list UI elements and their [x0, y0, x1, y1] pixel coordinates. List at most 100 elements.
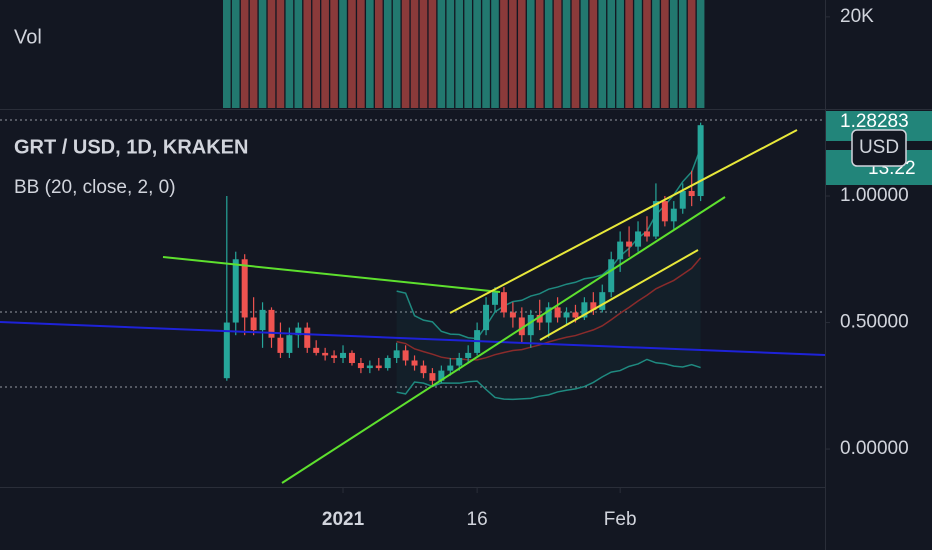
- x-tick-label: 16: [467, 509, 488, 530]
- candle-body: [652, 201, 659, 237]
- x-tick-label: Feb: [604, 509, 637, 530]
- volume-bar: [223, 0, 231, 108]
- bb-fill: [396, 147, 701, 400]
- trend-line: [162, 256, 501, 293]
- candle-body: [277, 337, 284, 353]
- candle-body: [500, 292, 507, 313]
- price-pane: [0, 122, 825, 484]
- candle-body: [348, 352, 355, 364]
- candle-body: [590, 302, 597, 310]
- candle-body: [438, 370, 445, 381]
- volume-bar: [276, 0, 285, 108]
- candle-body: [536, 314, 543, 323]
- volume-bar: [374, 0, 383, 108]
- candle-body: [492, 292, 498, 305]
- y-tick-label: 0.50000: [840, 312, 909, 333]
- volume-bar: [410, 0, 419, 108]
- candle-body: [447, 365, 454, 371]
- candle-body: [483, 304, 490, 331]
- volume-bar: [303, 0, 312, 108]
- volume-bar: [339, 0, 347, 108]
- candle-body: [545, 307, 552, 323]
- candle-body: [688, 190, 695, 197]
- volume-bar: [678, 0, 687, 108]
- volume-bar: [231, 0, 240, 108]
- candle-body: [295, 327, 302, 336]
- volume-pane: [223, 0, 705, 108]
- y-tick-label: 0.00000: [840, 438, 909, 459]
- volume-bar: [392, 0, 401, 108]
- volume-bar: [482, 0, 490, 108]
- candle-body: [661, 201, 668, 222]
- candle-body: [331, 355, 338, 358]
- trend-line: [281, 196, 726, 484]
- currency-label[interactable]: USD: [859, 137, 899, 158]
- trend-line: [539, 249, 699, 341]
- candles: [223, 122, 704, 386]
- candle-body: [670, 208, 677, 222]
- volume-bar: [518, 0, 526, 108]
- volume-bar: [330, 0, 338, 108]
- bb-lower: [396, 358, 701, 401]
- volume-bar: [500, 0, 508, 108]
- currency-button[interactable]: [851, 129, 907, 167]
- candle-body: [563, 312, 570, 318]
- candle-body: [384, 357, 391, 369]
- candle-body: [643, 231, 650, 237]
- candle-body: [617, 241, 624, 260]
- symbol-title: GRT / USD, 1D, KRAKEN: [14, 136, 248, 158]
- volume-bar: [571, 0, 580, 108]
- candle-body: [322, 352, 329, 356]
- trend-line: [0, 321, 825, 356]
- volume-bar: [455, 0, 464, 108]
- candle-body: [375, 365, 382, 369]
- candle-body: [232, 259, 239, 323]
- volume-bar: [428, 0, 437, 108]
- candle-body: [241, 259, 248, 318]
- volume-bar: [473, 0, 481, 108]
- candle-body: [608, 259, 615, 293]
- y-tick-label: 1.00000: [840, 185, 909, 206]
- candle-body: [286, 335, 293, 353]
- volume-bar: [598, 0, 607, 108]
- trend-line: [449, 129, 798, 314]
- volume-bar: [580, 0, 589, 108]
- x-tick-label: 2021: [322, 509, 365, 530]
- candle-body: [456, 357, 463, 366]
- volume-bar: [294, 0, 303, 108]
- volume-bar: [285, 0, 294, 108]
- candle-body: [223, 322, 230, 379]
- candle-body: [626, 241, 633, 247]
- candle-body: [518, 317, 525, 336]
- volume-bar: [526, 0, 535, 108]
- candle-body: [340, 352, 347, 358]
- volume-bar: [696, 0, 705, 108]
- candle-body: [679, 190, 686, 209]
- volume-bar: [312, 0, 320, 108]
- volume-bar: [401, 0, 410, 108]
- candle-body: [357, 363, 364, 369]
- candle-body: [572, 312, 579, 318]
- candle-body: [465, 352, 472, 358]
- volume-bar: [562, 0, 571, 108]
- candle-body: [411, 360, 418, 366]
- candle-body: [259, 309, 266, 331]
- candle-body: [250, 317, 257, 331]
- volume-bar: [544, 0, 553, 108]
- candle-body: [635, 231, 642, 247]
- volume-bar: [357, 0, 365, 108]
- volume-bar: [348, 0, 356, 108]
- candle-body: [527, 314, 534, 336]
- candle-body: [554, 307, 561, 318]
- candle-body: [268, 309, 275, 338]
- volume-bar: [553, 0, 562, 108]
- candle-body: [599, 292, 606, 310]
- volume-bar: [625, 0, 633, 108]
- volume-bar: [509, 0, 517, 108]
- volume-bar: [249, 0, 258, 108]
- candle-body: [402, 350, 409, 361]
- volume-bar: [383, 0, 392, 108]
- candle-body: [420, 365, 427, 374]
- candle-body: [313, 347, 320, 353]
